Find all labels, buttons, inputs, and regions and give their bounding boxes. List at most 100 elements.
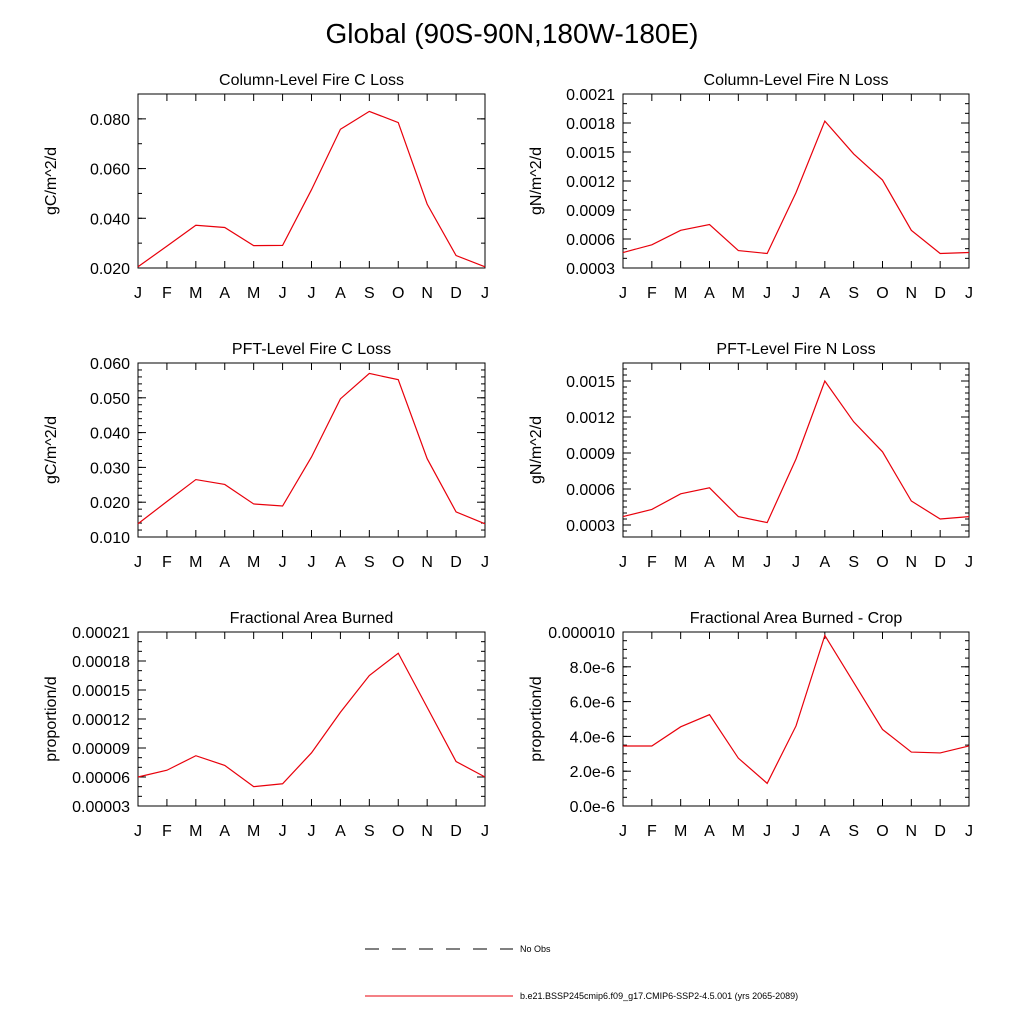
y-tick-label: 0.010 [90,530,130,547]
x-tick-label: J [763,554,771,571]
x-tick-label: S [848,823,859,840]
y-tick-label: 0.060 [90,162,130,179]
x-tick-label: J [792,823,800,840]
x-tick-label: M [247,823,260,840]
x-tick-label: M [674,554,687,571]
y-tick-label: 6.0e-6 [570,695,615,712]
x-tick-label: M [247,554,260,571]
y-tick-label: 0.0009 [566,203,615,220]
x-tick-label: A [704,285,715,302]
x-tick-label: A [335,554,346,571]
x-tick-label: A [219,554,230,571]
y-tick-label: 0.0009 [566,446,615,463]
y-tick-label: 4.0e-6 [570,729,615,746]
x-tick-label: O [876,285,888,302]
x-tick-label: J [619,823,627,840]
x-tick-label: O [876,823,888,840]
series-line [622,379,970,524]
x-tick-label: J [134,554,142,571]
y-tick-label: 0.0012 [566,410,615,427]
x-tick-label: J [965,554,973,571]
x-tick-label: O [392,554,404,571]
x-tick-label: M [732,823,745,840]
chart-title: Fractional Area Burned - Crop [690,610,903,627]
x-tick-label: F [647,285,657,302]
x-tick-label: D [450,554,462,571]
x-tick-label: F [162,554,172,571]
x-tick-label: J [134,285,142,302]
x-tick-label: F [647,823,657,840]
x-tick-label: O [392,285,404,302]
x-tick-label: J [481,823,489,840]
x-tick-label: J [792,554,800,571]
x-tick-label: J [965,285,973,302]
x-tick-label: N [906,823,918,840]
y-tick-label: 0.0003 [566,261,615,278]
y-tick-label: 0.0006 [566,232,615,249]
y-tick-label: 0.00012 [72,712,130,729]
y-tick-label: 0.0006 [566,482,615,499]
x-tick-label: J [279,554,287,571]
plot-frame [137,93,486,269]
y-tick-label: 2.0e-6 [570,764,615,781]
x-tick-label: A [819,823,830,840]
chart-title: PFT-Level Fire C Loss [232,341,391,358]
y-tick-label: 0.0015 [566,374,615,391]
x-tick-label: N [421,285,433,302]
x-tick-label: A [819,554,830,571]
x-tick-label: M [732,554,745,571]
x-tick-label: N [906,554,918,571]
x-tick-label: J [619,285,627,302]
y-tick-label: 0.040 [90,211,130,228]
x-tick-label: N [906,285,918,302]
x-tick-label: J [481,285,489,302]
y-tick-label: 0.00018 [72,654,130,671]
y-tick-label: 0.050 [90,391,130,408]
plot-frame [622,362,970,538]
y-tick-label: 0.060 [90,356,130,373]
y-tick-label: 0.00009 [72,741,130,758]
series-line [622,119,970,255]
series-line [623,634,970,785]
y-tick-label: 0.020 [90,495,130,512]
x-tick-label: J [763,285,771,302]
x-tick-label: A [219,823,230,840]
x-tick-label: M [247,285,260,302]
x-tick-label: A [819,285,830,302]
x-tick-label: S [848,554,859,571]
page-title: Global (90S-90N,180W-180E) [325,18,699,49]
y-axis-label: gC/m^2/d [43,416,60,484]
x-tick-label: J [279,285,287,302]
y-tick-label: 0.030 [90,460,130,477]
x-tick-label: M [674,823,687,840]
x-tick-label: J [792,285,800,302]
x-tick-label: F [647,554,657,571]
y-tick-label: 0.00006 [72,770,130,787]
y-tick-label: 0.0003 [566,518,615,535]
chart-title: Column-Level Fire C Loss [219,72,404,89]
x-tick-label: J [308,823,316,840]
x-tick-label: A [219,285,230,302]
x-tick-label: M [732,285,745,302]
x-tick-label: J [134,823,142,840]
x-tick-label: J [279,823,287,840]
y-tick-label: 0.00021 [72,625,130,642]
y-axis-label: gN/m^2/d [528,416,545,484]
y-tick-label: 0.000010 [548,625,615,642]
x-tick-label: M [674,285,687,302]
x-tick-label: D [934,823,946,840]
x-tick-label: J [308,285,316,302]
x-tick-label: O [392,823,404,840]
y-tick-label: 0.040 [90,426,130,443]
x-tick-label: O [876,554,888,571]
series-line [137,372,486,525]
y-tick-label: 0.00015 [72,683,130,700]
x-tick-label: D [934,285,946,302]
y-tick-label: 0.0015 [566,145,615,162]
y-tick-label: 0.0012 [566,174,615,191]
